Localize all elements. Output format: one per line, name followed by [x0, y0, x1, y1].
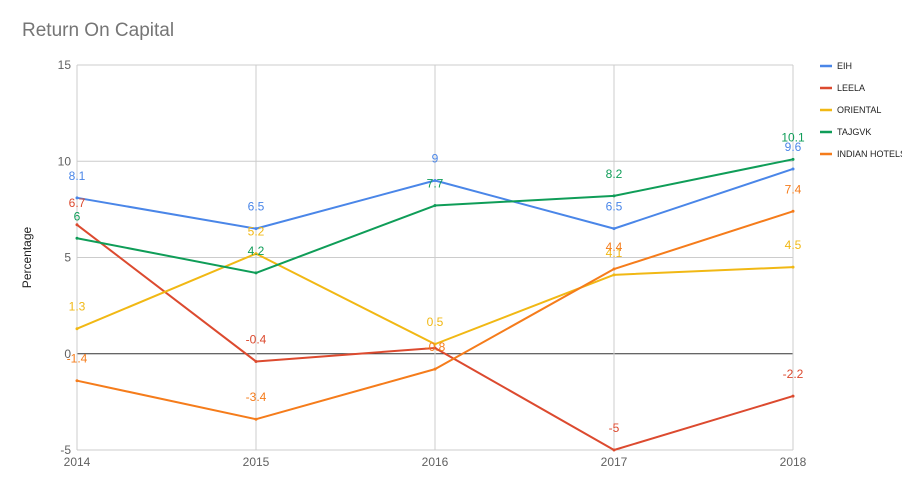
data-label: 4.4 — [606, 240, 623, 254]
data-label: 6.7 — [69, 196, 86, 210]
data-point — [75, 236, 79, 240]
data-point — [612, 267, 616, 271]
x-tick-label: 2018 — [780, 455, 807, 469]
data-label: 8.2 — [606, 167, 623, 181]
chart-title: Return On Capital — [22, 20, 175, 41]
x-tick-label: 2017 — [601, 455, 628, 469]
data-point — [791, 394, 795, 398]
x-tick-label: 2016 — [422, 455, 449, 469]
data-label: 6.5 — [606, 200, 623, 214]
data-point — [254, 271, 258, 275]
data-label: 6 — [74, 209, 81, 223]
data-point — [433, 346, 437, 350]
legend-item-label: LEELA — [837, 83, 865, 93]
data-label: -2.2 — [783, 367, 804, 381]
data-point — [433, 179, 437, 182]
x-tick-label: 2014 — [64, 455, 91, 469]
data-point — [612, 194, 616, 198]
data-point — [254, 359, 258, 363]
y-tick-label: 0 — [64, 347, 71, 361]
data-point — [433, 204, 437, 208]
data-label: 6.5 — [248, 200, 265, 214]
legend-item-label: INDIAN HOTELS — [837, 149, 902, 159]
data-point — [254, 417, 258, 421]
data-point — [75, 196, 79, 200]
data-label: 8.1 — [69, 169, 86, 183]
data-point — [433, 342, 437, 346]
data-label: -0.4 — [246, 332, 267, 346]
data-label: 10.1 — [781, 130, 805, 144]
legend-item-label: TAJGVK — [837, 127, 871, 137]
data-label: 7.4 — [785, 182, 802, 196]
y-tick-label: 5 — [64, 251, 71, 265]
data-point — [612, 273, 616, 277]
y-axis-title: Percentage — [20, 226, 34, 288]
data-label: 9 — [432, 152, 439, 166]
data-label: 1.3 — [69, 300, 86, 314]
data-label: -1.4 — [67, 352, 88, 366]
data-point — [254, 252, 258, 256]
data-label: 4.5 — [785, 238, 802, 252]
data-point — [254, 227, 258, 231]
data-label: -0.8 — [425, 340, 446, 354]
data-point — [791, 157, 795, 161]
data-label: 0.5 — [427, 315, 444, 329]
data-label: -3.4 — [246, 390, 267, 404]
data-label: 9.6 — [785, 140, 802, 154]
data-point — [791, 265, 795, 269]
data-label: 4.2 — [248, 244, 265, 258]
y-tick-label: 10 — [58, 154, 72, 168]
data-point — [75, 327, 79, 331]
data-label: 7.7 — [427, 177, 444, 191]
x-tick-label: 2015 — [243, 455, 270, 469]
legend-item-label: ORIENTAL — [837, 105, 881, 115]
data-point — [433, 367, 437, 371]
data-label: 4.1 — [606, 246, 623, 260]
legend-item-label: EIH — [837, 61, 852, 71]
y-tick-label: -5 — [60, 443, 71, 457]
data-point — [612, 448, 616, 452]
y-tick-label: 15 — [58, 58, 72, 72]
data-point — [75, 223, 79, 227]
data-point — [612, 227, 616, 231]
data-label: -5 — [609, 421, 620, 435]
data-point — [791, 209, 795, 213]
data-label: 5.2 — [248, 225, 265, 239]
data-point — [75, 379, 79, 383]
data-point — [791, 167, 795, 171]
